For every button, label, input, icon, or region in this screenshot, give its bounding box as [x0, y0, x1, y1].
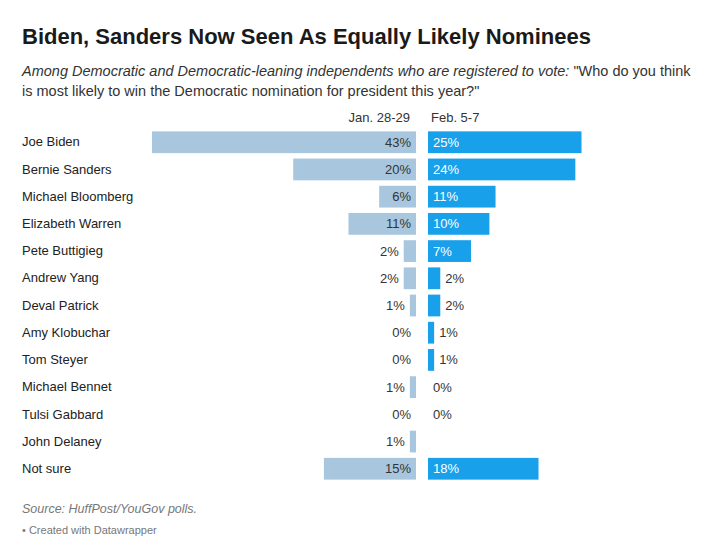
y-tick-label: Michael Bennet	[22, 379, 112, 394]
chart: Biden, Sanders Now Seen As Equally Likel…	[0, 0, 720, 560]
bar	[428, 186, 496, 208]
y-axis: Joe Biden Bernie Sanders Michael Bloomberg…	[22, 134, 133, 476]
data-label: 2%	[380, 271, 399, 286]
bar	[428, 376, 429, 398]
y-tick: Tom Steyer	[22, 352, 88, 367]
data-label: 1%	[386, 434, 405, 449]
column-header: Jan. 28-29	[349, 110, 410, 125]
bar	[410, 431, 416, 453]
y-tick: John Delaney	[22, 434, 102, 449]
y-tick-label: Deval Patrick	[22, 298, 99, 313]
y-tick: Tulsi Gabbard	[22, 406, 103, 421]
y-tick: Not sure	[22, 461, 71, 476]
bar	[428, 322, 434, 344]
y-tick-label: Pete Buttigieg	[22, 243, 103, 258]
bar	[428, 131, 581, 153]
bar	[428, 295, 440, 317]
bars	[428, 131, 581, 479]
y-tick: Amy Klobuchar	[22, 325, 111, 340]
y-tick-label: Joe Biden	[22, 134, 80, 149]
y-tick: Michael Bennet	[22, 379, 112, 394]
data-labels: 43% 20% 6% 11% 2% 2% 1% 0% 0% 1% 0% 1% 15%	[380, 135, 412, 477]
y-tick: Andrew Yang	[22, 270, 99, 285]
credit: • Created with Datawrapper	[22, 524, 157, 536]
data-label: 1%	[386, 298, 405, 313]
data-label: 0%	[392, 352, 411, 367]
data-label: 11%	[386, 216, 411, 231]
bar	[428, 267, 440, 289]
data-label: 7%	[433, 244, 452, 259]
y-tick-label: Michael Bloomberg	[22, 189, 133, 204]
data-label: 1%	[439, 352, 458, 367]
data-label: 15%	[385, 461, 411, 476]
bar	[428, 403, 429, 425]
data-label: 1%	[439, 325, 458, 340]
title: Biden, Sanders Now Seen As Equally Likel…	[22, 24, 591, 49]
bar	[428, 458, 539, 480]
bar	[410, 295, 416, 317]
data-label: 20%	[385, 162, 411, 177]
y-tick: Deval Patrick	[22, 298, 99, 313]
bar	[416, 349, 417, 371]
data-label: 1%	[386, 380, 405, 395]
bar	[404, 267, 416, 289]
data-label: 0%	[392, 407, 411, 422]
bar	[416, 322, 417, 344]
bar	[416, 403, 417, 425]
bar	[428, 213, 489, 235]
source: Source: HuffPost/YouGov polls.	[22, 502, 197, 516]
data-label: 0%	[433, 380, 452, 395]
y-tick-label: Not sure	[22, 461, 71, 476]
data-label: 25%	[433, 135, 459, 150]
data-label: 2%	[445, 271, 464, 286]
y-tick: Pete Buttigieg	[22, 243, 103, 258]
bar	[428, 159, 575, 181]
y-tick-label: Andrew Yang	[22, 270, 99, 285]
data-label: 18%	[433, 461, 459, 476]
data-label: 6%	[392, 189, 411, 204]
y-tick-label: Amy Klobuchar	[22, 325, 111, 340]
y-tick-label: Elizabeth Warren	[22, 216, 121, 231]
bar	[428, 349, 434, 371]
bar	[428, 240, 471, 262]
y-tick: Joe Biden	[22, 134, 80, 149]
y-tick-label: Bernie Sanders	[22, 162, 112, 177]
data-label: 2%	[445, 298, 464, 313]
bar	[152, 131, 416, 153]
data-label: 24%	[433, 162, 459, 177]
data-label: 43%	[385, 135, 411, 150]
subtitle: Among Democratic and Democratic-leaning …	[21, 63, 691, 99]
data-label: 0%	[433, 407, 452, 422]
y-tick: Elizabeth Warren	[22, 216, 121, 231]
data-labels: 25% 24% 11% 10% 7% 2% 2% 1% 1% 0% 0% 18%	[433, 135, 465, 477]
bar	[324, 458, 416, 480]
data-label: 10%	[433, 216, 459, 231]
y-tick-label: John Delaney	[22, 434, 102, 449]
y-tick: Bernie Sanders	[22, 162, 112, 177]
bar	[293, 159, 416, 181]
data-label: 11%	[433, 189, 458, 204]
bar	[410, 376, 416, 398]
data-label: 0%	[392, 325, 411, 340]
bar	[379, 186, 416, 208]
bar	[404, 240, 416, 262]
bar	[348, 213, 416, 235]
y-tick-label: Tom Steyer	[22, 352, 88, 367]
data-label: 2%	[380, 244, 399, 259]
y-tick-label: Tulsi Gabbard	[22, 406, 103, 421]
bars	[152, 131, 416, 479]
column-header: Feb. 5-7	[431, 110, 479, 125]
y-tick: Michael Bloomberg	[22, 189, 133, 204]
